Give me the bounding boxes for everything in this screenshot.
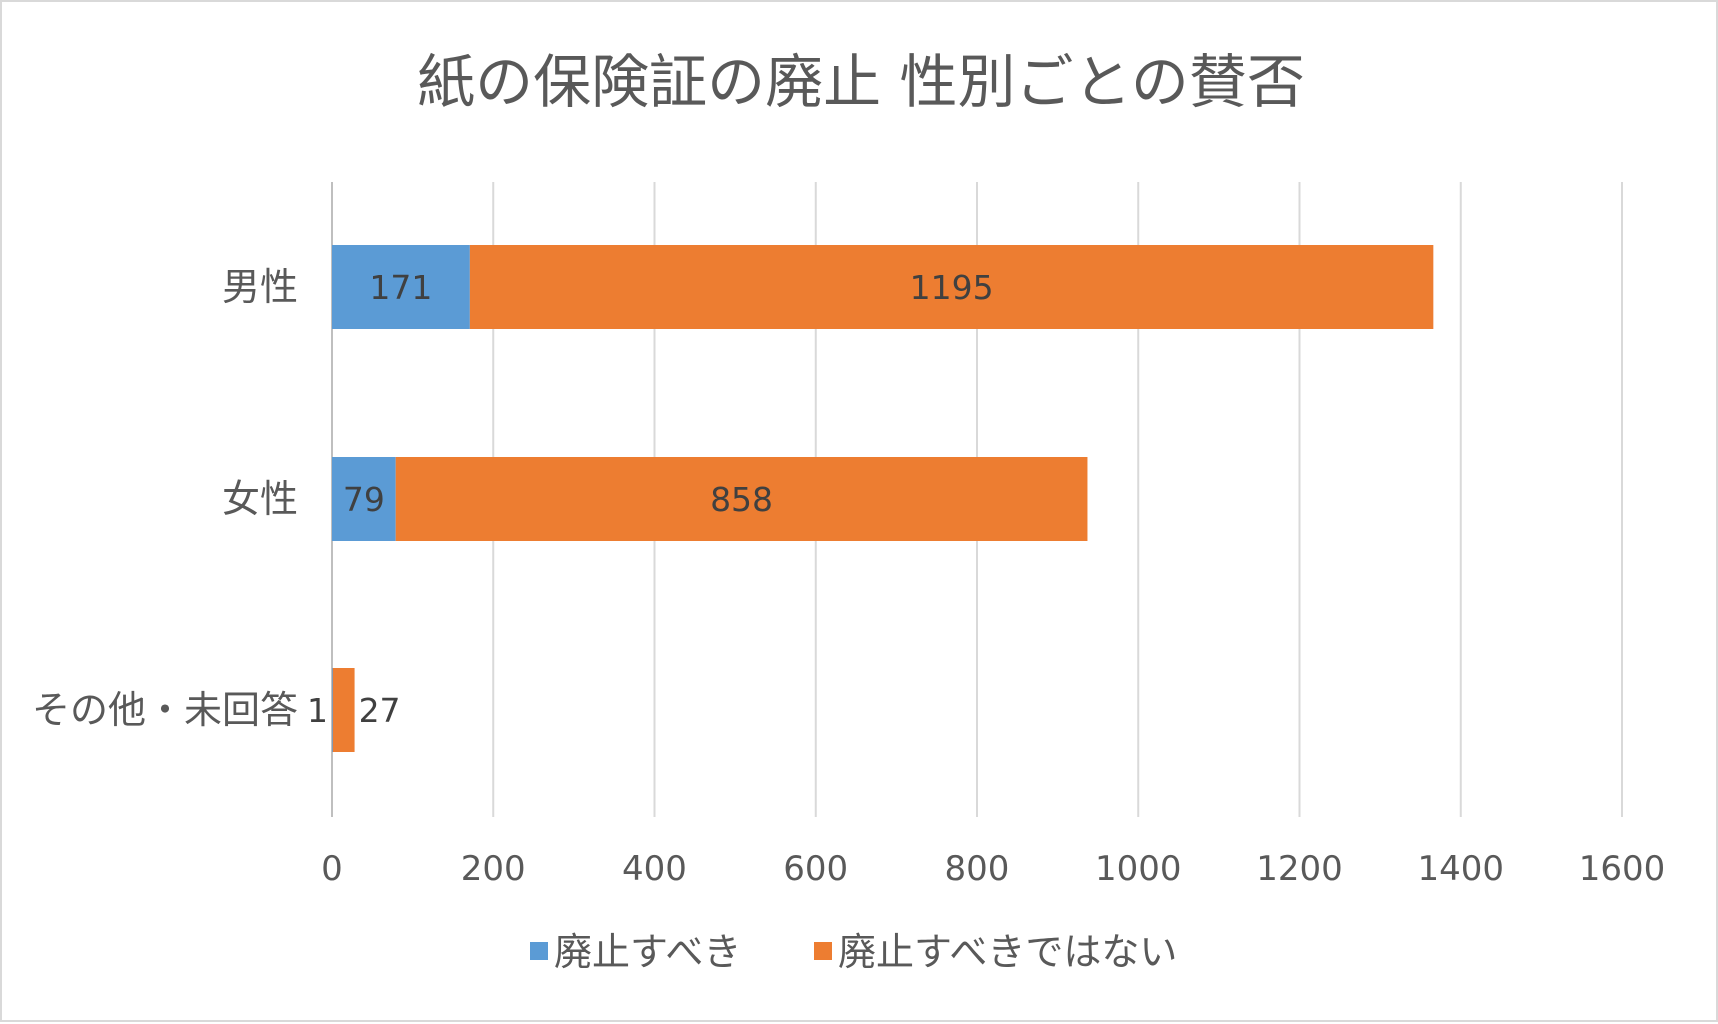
- x-tick-label: 400: [622, 849, 687, 889]
- data-label: 858: [710, 480, 773, 519]
- legend-item[interactable]: 廃止すべきではない: [814, 930, 1177, 974]
- bar-segment: [332, 668, 355, 752]
- bar-segment: [332, 245, 470, 329]
- data-label: 1195: [910, 268, 994, 307]
- chart-title: 紙の保険証の廃止 性別ごとの賛否: [417, 48, 1305, 116]
- x-tick-label: 600: [783, 849, 848, 889]
- x-tick-label: 0: [321, 849, 343, 889]
- x-tick-label: 800: [945, 849, 1010, 889]
- legend-swatch: [530, 942, 548, 960]
- legend[interactable]: 廃止すべき 廃止すべきではない: [530, 930, 1177, 974]
- legend-label: 廃止すべきではない: [838, 930, 1177, 974]
- bar-segment: [395, 457, 1088, 541]
- x-tick-label: 200: [461, 849, 526, 889]
- category-label: 女性: [222, 477, 298, 521]
- bar-segment: [332, 457, 396, 541]
- category-label: その他・未回答: [32, 688, 298, 732]
- bars: [332, 245, 1434, 752]
- x-tick-label: 1200: [1256, 849, 1343, 889]
- category-label: 男性: [222, 265, 298, 309]
- x-tick-label: 1000: [1095, 849, 1182, 889]
- data-label: 1: [307, 691, 328, 730]
- x-tick-label: 1600: [1579, 849, 1666, 889]
- data-label: 79: [343, 480, 385, 519]
- legend-swatch: [814, 942, 832, 960]
- data-labels: 171 1195 79 858 1 27: [307, 268, 994, 730]
- legend-label: 廃止すべき: [554, 930, 741, 974]
- x-tick-labels: 0 200 400 600 800 1000 1200 1400 1600: [321, 849, 1665, 889]
- bar-segment: [332, 668, 333, 752]
- x-tick-label: 1400: [1417, 849, 1504, 889]
- data-label: 27: [359, 691, 401, 730]
- legend-item[interactable]: 廃止すべき: [530, 930, 741, 974]
- data-label: 171: [369, 268, 432, 307]
- bar-segment: [469, 245, 1434, 329]
